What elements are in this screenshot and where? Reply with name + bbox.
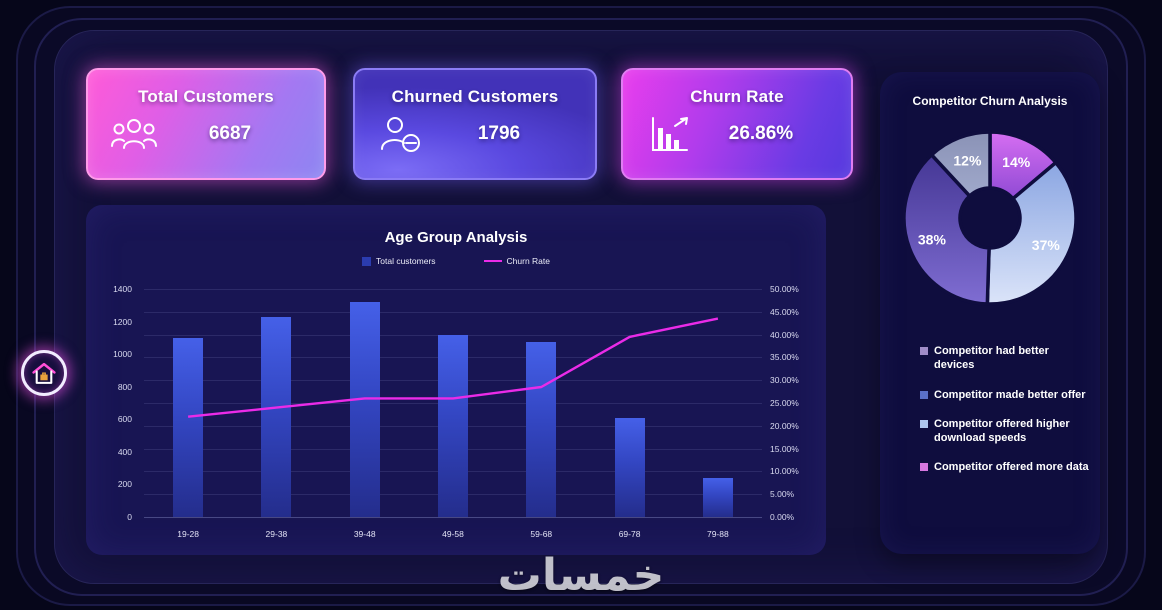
donut-legend-item[interactable]: Competitor offered more data [920, 460, 1090, 474]
legend-item-total-customers[interactable]: Total customers [362, 256, 436, 266]
bar-79-88[interactable] [702, 477, 733, 517]
right-axis-tick: 45.00% [770, 306, 799, 317]
right-axis-tick: 35.00% [770, 352, 799, 363]
legend-item-churn-rate[interactable]: Churn Rate [483, 256, 550, 266]
legend-label: Total customers [376, 256, 436, 266]
left-axis-tick: 200 [117, 479, 132, 490]
bar-49-58[interactable] [438, 334, 468, 517]
right-axis-tick: 20.00% [770, 420, 799, 431]
left-value-axis: 1400 1200 1000 800 600 400 200 0 [96, 284, 138, 522]
kpi-value: 1796 [477, 123, 521, 144]
right-axis-tick: 10.00% [770, 466, 799, 477]
category-label: 29-38 [265, 529, 288, 539]
kpi-title: Churn Rate [690, 87, 784, 106]
donut-slice-label: 38% [918, 232, 947, 248]
donut-legend: Competitor had better devices Competitor … [920, 344, 1090, 475]
home-icon [32, 362, 56, 384]
kpi-card-total-customers[interactable]: Total Customers 6687 [86, 68, 326, 180]
category-label: 39-48 [353, 529, 376, 539]
people-group-icon [111, 119, 157, 149]
right-axis-tick: 40.00% [770, 329, 799, 340]
left-axis-tick: 1200 [113, 316, 132, 327]
right-axis-tick: 5.00% [770, 489, 795, 500]
legend-label: Churn Rate [506, 256, 550, 266]
legend-bullet [920, 419, 928, 428]
bar-59-68[interactable] [526, 341, 557, 517]
donut-slice-label: 14% [1002, 154, 1031, 170]
left-axis-tick: 400 [117, 446, 132, 457]
right-axis-tick: 30.00% [770, 375, 799, 386]
competitor-churn-donut[interactable]: Competitor offered more data: 14%14%Comp… [890, 118, 1090, 318]
gridline [144, 517, 762, 518]
donut-slice-label: 37% [1032, 237, 1061, 253]
bar-29-38[interactable] [261, 316, 292, 517]
right-axis-tick: 15.00% [770, 443, 799, 454]
kpi-title: Total Customers [138, 87, 274, 106]
category-label: 49-58 [442, 529, 464, 539]
age-group-analysis-panel: Age Group Analysis Total customers Churn… [86, 205, 826, 555]
bar-69-78[interactable] [614, 417, 645, 517]
competitor-churn-panel: Competitor Churn Analysis Competitor off… [880, 72, 1100, 554]
home-button[interactable] [21, 350, 67, 396]
person-churn-icon [381, 117, 420, 152]
category-label: 69-78 [618, 529, 641, 539]
legend-label: Competitor offered higher download speed… [934, 417, 1070, 445]
right-axis-tick: 50.00% [770, 284, 799, 294]
legend-label: Competitor made better offer [934, 388, 1086, 401]
chart-title: Age Group Analysis [384, 229, 528, 246]
kpi-value: 26.86% [728, 123, 794, 144]
left-axis-tick: 1400 [113, 284, 132, 294]
legend-label: Competitor had better devices [934, 345, 1049, 372]
donut-legend-item[interactable]: Competitor offered higher download speed… [920, 417, 1090, 446]
right-percent-axis: 50.00% 45.00% 40.00% 35.00% 30.00% 25.00% 20.0… [766, 284, 818, 522]
category-label: 79-88 [706, 529, 729, 539]
bar-39-48[interactable] [349, 302, 380, 517]
bar-19-28[interactable] [173, 337, 204, 517]
kpi-value: 6687 [208, 123, 252, 144]
donut-slice[interactable]: Competitor offered higher download speed… [985, 160, 1078, 306]
legend-bullet [920, 347, 928, 355]
kpi-card-churned-customers[interactable]: Churned Customers 1796 [353, 68, 597, 180]
line-swatch [483, 260, 502, 262]
legend-bullet [920, 390, 928, 399]
category-axis: 19-28 29-38 39-48 49-58 59-68 69-78 79-88 [144, 525, 762, 545]
side-panel-title: Competitor Churn Analysis [912, 94, 1068, 108]
donut-slice[interactable]: Competitor made better offer: 38% [902, 152, 991, 306]
gridline [144, 289, 762, 290]
donut-legend-item[interactable]: Competitor had better devices [920, 344, 1090, 373]
chart-legend: Total customers Churn Rate [86, 256, 826, 266]
left-axis-tick: 600 [117, 414, 132, 425]
left-axis-tick: 800 [117, 381, 132, 392]
gridline [144, 311, 762, 313]
bar-chart-icon [652, 117, 688, 151]
right-axis-tick: 0.00% [770, 512, 795, 522]
left-axis-tick: 1000 [113, 349, 132, 360]
kpi-title: Churned Customers [391, 87, 559, 106]
category-label: 19-28 [177, 529, 200, 539]
right-axis-tick: 25.00% [770, 398, 799, 408]
donut-slice-label: 12% [953, 152, 982, 168]
donut-slice[interactable]: Competitor had better devices: 12% [929, 130, 992, 199]
bar-swatch [362, 256, 371, 266]
plot-area [144, 289, 762, 518]
legend-label: Competitor offered more data [934, 461, 1089, 474]
legend-bullet [920, 463, 928, 472]
left-axis-tick: 0 [127, 512, 132, 522]
churn-rate-line [187, 317, 719, 418]
donut-legend-item[interactable]: Competitor made better offer [920, 388, 1090, 402]
category-label: 59-68 [530, 529, 553, 539]
kpi-card-churn-rate[interactable]: Churn Rate 26.86% [621, 68, 853, 180]
